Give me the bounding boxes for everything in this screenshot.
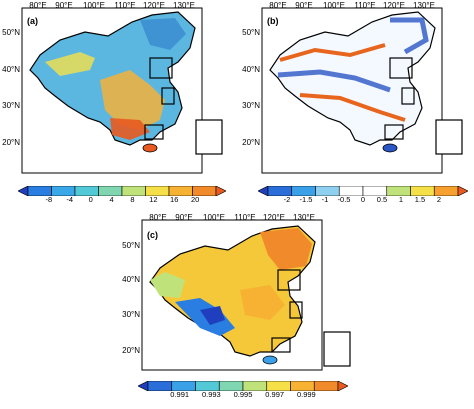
lat-tick: 40°N <box>2 65 20 74</box>
colorbar-a: -8 -4 0 4 8 12 16 20 <box>17 183 227 211</box>
colorbar-tick-label: 1 <box>398 195 404 204</box>
lon-tick: 120°E <box>143 1 165 10</box>
colorbar-tick-label: -1 <box>321 195 329 204</box>
colorbar-tick-label: 0.997 <box>265 390 285 399</box>
lat-tick: 30°N <box>2 101 20 110</box>
colorbar-swatches <box>17 185 227 197</box>
lat-tick: 40°N <box>122 275 140 284</box>
colorbar-tick-label: 0 <box>88 195 93 204</box>
panel-label: (b) <box>267 16 279 26</box>
panel-b: 80°E 90°E 100°E 110°E 120°E 130°E 50°N 4… <box>240 0 474 210</box>
lon-tick: 130°E <box>293 213 315 222</box>
lon-tick: 80°E <box>29 1 46 10</box>
lat-tick: 50°N <box>2 28 20 37</box>
lat-tick: 30°N <box>242 101 260 110</box>
colorbar-tick-label: 2 <box>436 195 442 204</box>
lon-tick: 120°E <box>383 1 405 10</box>
panel-a: 80°E 90°E 100°E 110°E 120°E 130°E 50°N 4… <box>0 0 230 210</box>
lat-tick: 20°N <box>122 346 140 355</box>
colorbar-tick-label: -0.5 <box>337 195 351 204</box>
lat-tick: 30°N <box>122 310 140 319</box>
lon-tick: 110°E <box>114 1 135 10</box>
panel-label: (c) <box>147 230 158 240</box>
colorbar-tick-label: 0.995 <box>233 390 253 399</box>
lon-tick: 90°E <box>295 1 312 10</box>
colorbar-tick-label: 0.5 <box>376 195 388 204</box>
lat-tick: 50°N <box>122 241 140 250</box>
lon-tick: 100°E <box>323 1 345 10</box>
lon-tick: 100°E <box>83 1 105 10</box>
colorbar-tick-label: 0.993 <box>201 390 221 399</box>
colorbar-tick-label: 20 <box>190 195 200 204</box>
colorbar-tick-label: -1.5 <box>299 195 313 204</box>
colorbar-swatch <box>215 185 227 197</box>
lat-tick: 50°N <box>242 28 260 37</box>
lat-tick: 20°N <box>242 138 260 147</box>
colorbar-swatches <box>257 185 469 197</box>
colorbar-swatch <box>457 185 469 197</box>
colorbar-tick-label: 1.5 <box>414 195 426 204</box>
lon-tick: 100°E <box>203 213 225 222</box>
colorbar-tick-label: 4 <box>109 195 114 204</box>
lon-tick: 110°E <box>354 1 375 10</box>
colorbar-tick-label: -8 <box>45 195 53 204</box>
colorbar-tick-label: 0.999 <box>296 390 316 399</box>
colorbar-tick-label: 12 <box>149 195 158 204</box>
lon-tick: 80°E <box>149 213 166 222</box>
lon-tick: 130°E <box>173 1 195 10</box>
lon-tick: 90°E <box>175 213 192 222</box>
colorbar-c: 0.991 0.993 0.995 0.997 0.999 <box>137 378 349 406</box>
colorbar-swatch <box>337 380 349 392</box>
lat-tick: 20°N <box>2 138 20 147</box>
colorbar-tick-label: -2 <box>283 195 291 204</box>
colorbar-tick-label: 8 <box>130 195 135 204</box>
lon-tick: 120°E <box>263 213 285 222</box>
colorbar-swatches <box>137 380 349 392</box>
lon-tick: 80°E <box>269 1 286 10</box>
map-c: 80°E 90°E 100°E 110°E 120°E 130°E 50°N 4… <box>122 213 351 371</box>
lon-tick: 110°E <box>234 213 255 222</box>
colorbar-tick-label: 0 <box>360 195 366 204</box>
lon-tick: 90°E <box>55 1 72 10</box>
map-b: 80°E 90°E 100°E 110°E 120°E 130°E 50°N 4… <box>242 1 463 174</box>
lon-tick: 130°E <box>413 1 435 10</box>
colorbar-b: -2 -1.5 -1 -0.5 0 0.5 1 1.5 2 <box>257 183 469 211</box>
colorbar-tick-label: 16 <box>170 195 179 204</box>
panel-c: 80°E 90°E 100°E 110°E 120°E 130°E 50°N 4… <box>120 210 360 409</box>
colorbar-tick-label: 0.991 <box>170 390 190 399</box>
colorbar-tick-label: -4 <box>66 195 74 204</box>
panel-label: (a) <box>27 16 38 26</box>
lat-tick: 40°N <box>242 65 260 74</box>
map-a: 80°E 90°E 100°E 110°E 120°E 130°E 50°N 4… <box>2 1 223 174</box>
